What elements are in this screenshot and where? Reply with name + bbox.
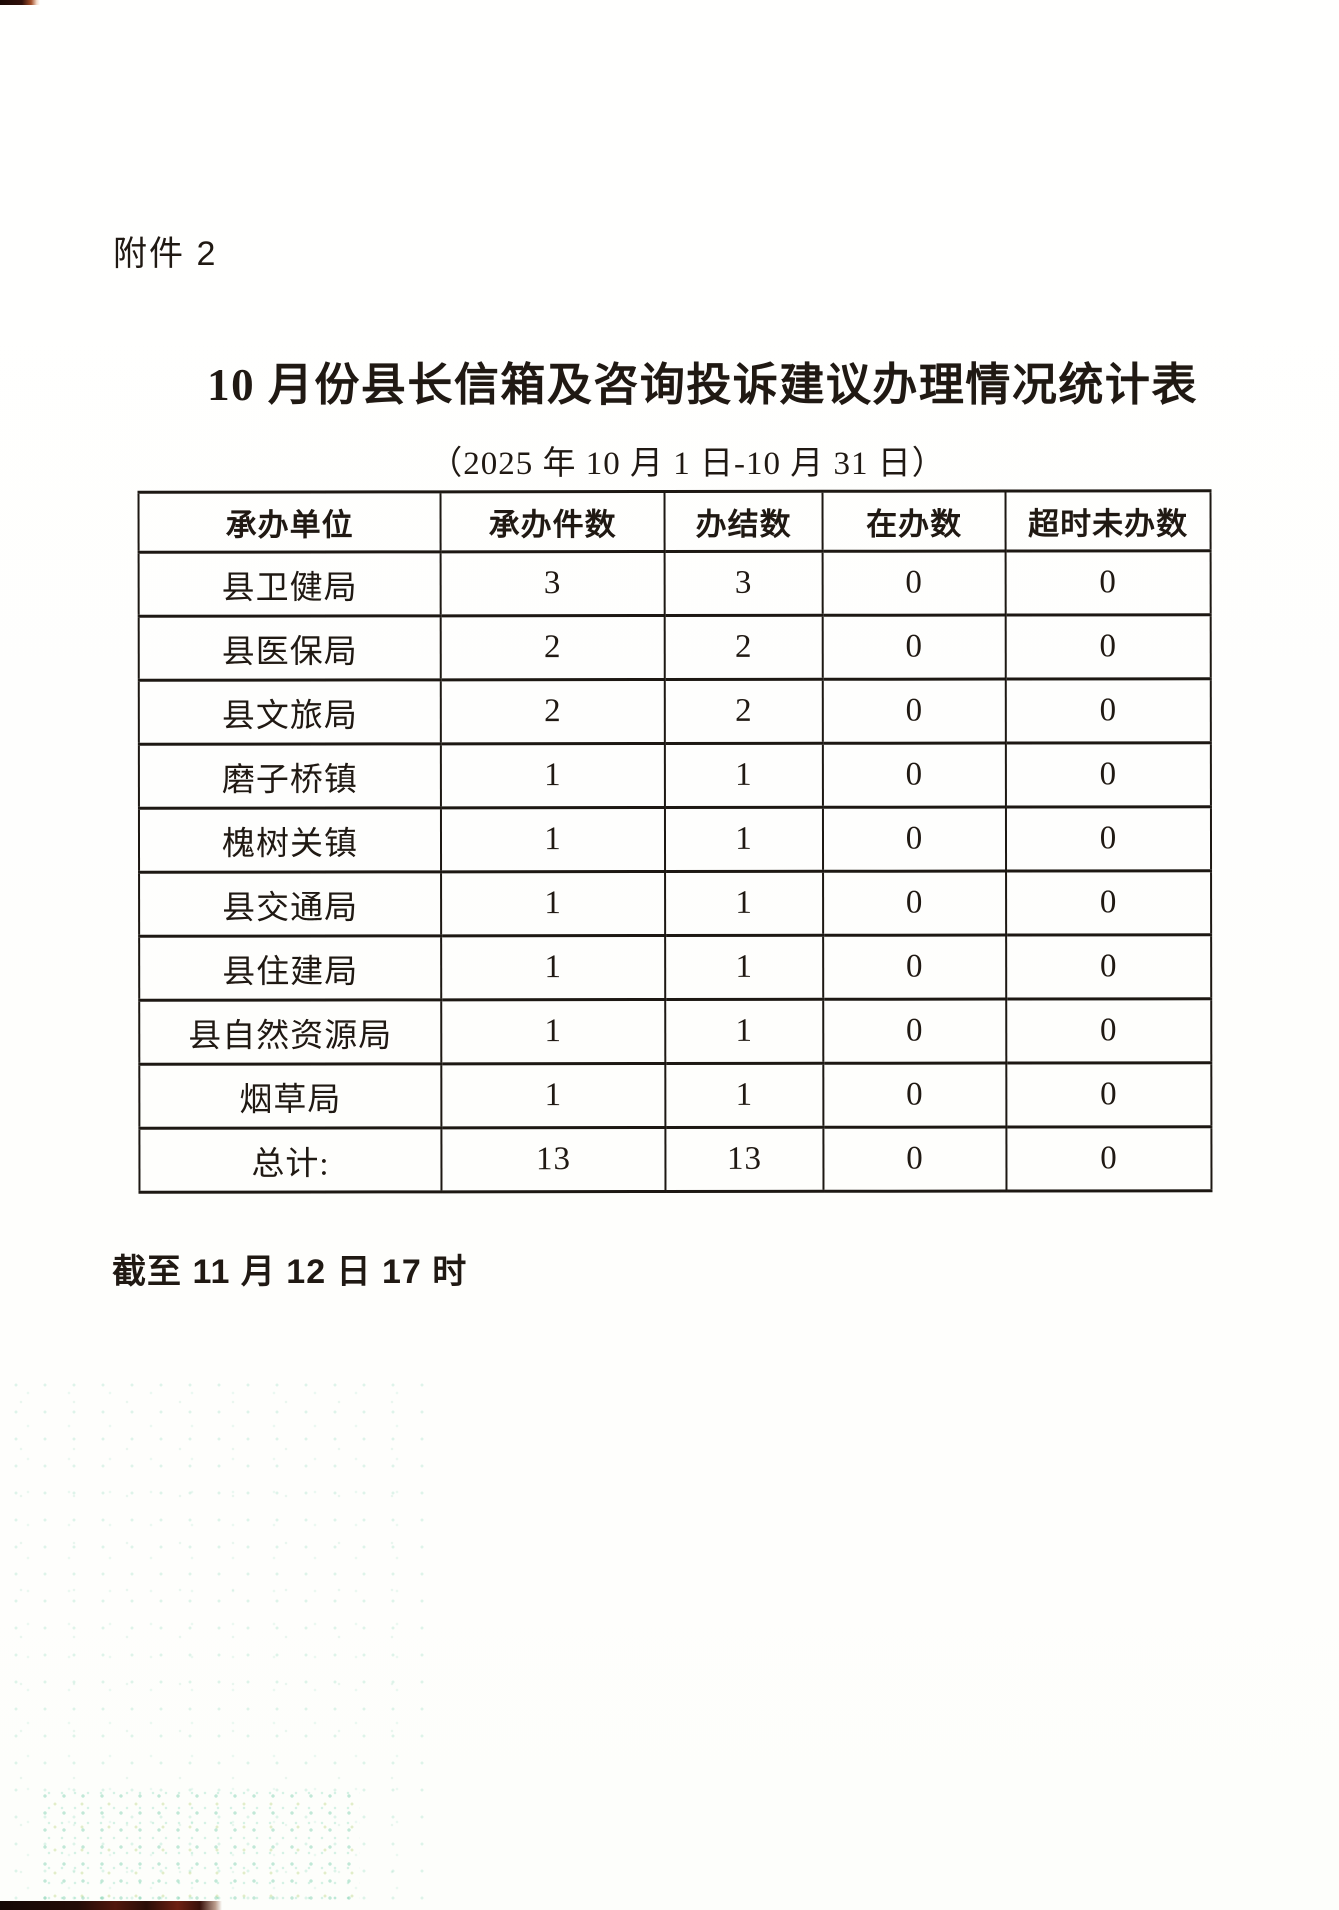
count-value-cell: 1 [441, 871, 666, 936]
count-value-cell: 2 [664, 679, 823, 744]
table-row: 槐树关镇 1 1 0 0 [138, 806, 1212, 873]
count-value-cell: 0 [822, 807, 1007, 872]
unit-name-cell: 县住建局 [139, 935, 442, 1001]
count-value-cell: 1 [665, 1063, 824, 1128]
scan-noise-speckles [10, 1380, 430, 1900]
count-value-cell: 0 [823, 935, 1007, 1000]
statistics-table-container: 承办单位 承办件数 办结数 在办数 超时未办数 县卫健局 3 3 0 0 县医保局 2 2 0 0 县文旅局… [138, 489, 1213, 1193]
count-value-cell: 1 [441, 1063, 666, 1128]
table-body: 县卫健局 3 3 0 0 县医保局 2 2 0 0 县文旅局 2 2 0 0 磨子桥镇 1 1 0 0 槐树关镇 1 1 0 0… [138, 550, 1212, 1193]
table-row: 县自然资源局 1 1 0 0 [139, 998, 1212, 1065]
count-value-cell: 3 [664, 551, 823, 616]
count-value-cell: 1 [441, 935, 666, 1000]
count-value-cell: 2 [664, 615, 823, 680]
unit-name-cell: 槐树关镇 [138, 807, 442, 873]
column-header: 承办件数 [440, 491, 665, 552]
count-value-cell: 0 [1005, 678, 1211, 744]
count-value-cell: 0 [823, 1063, 1007, 1128]
table-row: 县交通局 1 1 0 0 [139, 870, 1212, 937]
statistics-table: 承办单位 承办件数 办结数 在办数 超时未办数 县卫健局 3 3 0 0 县医保局 2 2 0 0 县文旅局… [138, 489, 1213, 1193]
count-value-cell: 1 [665, 999, 824, 1064]
count-value-cell: 0 [823, 871, 1007, 936]
count-value-cell: 1 [441, 999, 666, 1064]
scan-artifact-top-left-edge [0, 0, 40, 5]
column-header: 承办单位 [138, 491, 441, 553]
unit-name-cell: 总计: [139, 1127, 442, 1193]
document-title: 10 月份县长信箱及咨询投诉建议办理情况统计表 [207, 360, 1198, 410]
count-value-cell: 0 [822, 615, 1006, 680]
table-row: 县住建局 1 1 0 0 [139, 934, 1212, 1001]
table-row: 县卫健局 3 3 0 0 [138, 550, 1211, 617]
cutoff-time-footnote: 截至 11 月 12 日 17 时 [112, 1253, 468, 1291]
table-header-row: 承办单位 承办件数 办结数 在办数 超时未办数 [138, 490, 1211, 553]
count-value-cell: 1 [665, 935, 824, 1000]
unit-name-cell: 磨子桥镇 [138, 743, 441, 809]
count-value-cell: 0 [1006, 934, 1212, 1000]
count-value-cell: 0 [1005, 742, 1211, 808]
unit-name-cell: 县交通局 [139, 871, 442, 937]
count-value-cell: 0 [1005, 550, 1211, 616]
scan-noise-speckles-dense [40, 1790, 360, 1905]
count-value-cell: 13 [441, 1127, 666, 1192]
count-value-cell: 3 [440, 551, 665, 616]
unit-name-cell: 烟草局 [139, 1063, 442, 1129]
count-value-cell: 13 [665, 1127, 824, 1192]
count-value-cell: 0 [1006, 870, 1212, 936]
table-row: 县医保局 2 2 0 0 [138, 614, 1211, 681]
table-row: 磨子桥镇 1 1 0 0 [138, 742, 1211, 809]
unit-name-cell: 县文旅局 [138, 679, 441, 745]
table-row: 县文旅局 2 2 0 0 [138, 678, 1211, 745]
count-value-cell: 0 [1005, 806, 1212, 872]
count-value-cell: 0 [823, 1127, 1007, 1192]
count-value-cell: 1 [664, 743, 823, 808]
count-value-cell: 0 [1005, 614, 1211, 680]
unit-name-cell: 县医保局 [138, 615, 441, 681]
count-value-cell: 1 [665, 871, 824, 936]
count-value-cell: 0 [1006, 1126, 1212, 1192]
count-value-cell: 0 [822, 679, 1006, 744]
column-header: 在办数 [822, 491, 1006, 552]
unit-name-cell: 县自然资源局 [139, 999, 442, 1065]
count-value-cell: 0 [822, 743, 1006, 808]
count-value-cell: 0 [822, 551, 1006, 616]
count-value-cell: 1 [440, 743, 665, 808]
table-row: 烟草局 1 1 0 0 [139, 1062, 1212, 1129]
count-value-cell: 0 [1006, 998, 1212, 1064]
attachment-label: 附件 2 [113, 235, 218, 273]
count-value-cell: 0 [823, 999, 1007, 1064]
unit-name-cell: 县卫健局 [138, 551, 441, 617]
count-value-cell: 0 [1006, 1062, 1212, 1128]
count-value-cell: 2 [440, 679, 665, 744]
table-row: 总计: 13 13 0 0 [139, 1126, 1212, 1193]
count-value-cell: 1 [440, 807, 666, 872]
count-value-cell: 2 [440, 615, 665, 680]
column-header: 办结数 [664, 491, 823, 552]
scan-artifact-bottom-left-edge [0, 1901, 222, 1910]
count-value-cell: 1 [664, 807, 824, 872]
document-subtitle-date-range: （2025 年 10 月 1 日-10 月 31 日） [429, 446, 946, 482]
column-header: 超时未办数 [1005, 490, 1211, 552]
